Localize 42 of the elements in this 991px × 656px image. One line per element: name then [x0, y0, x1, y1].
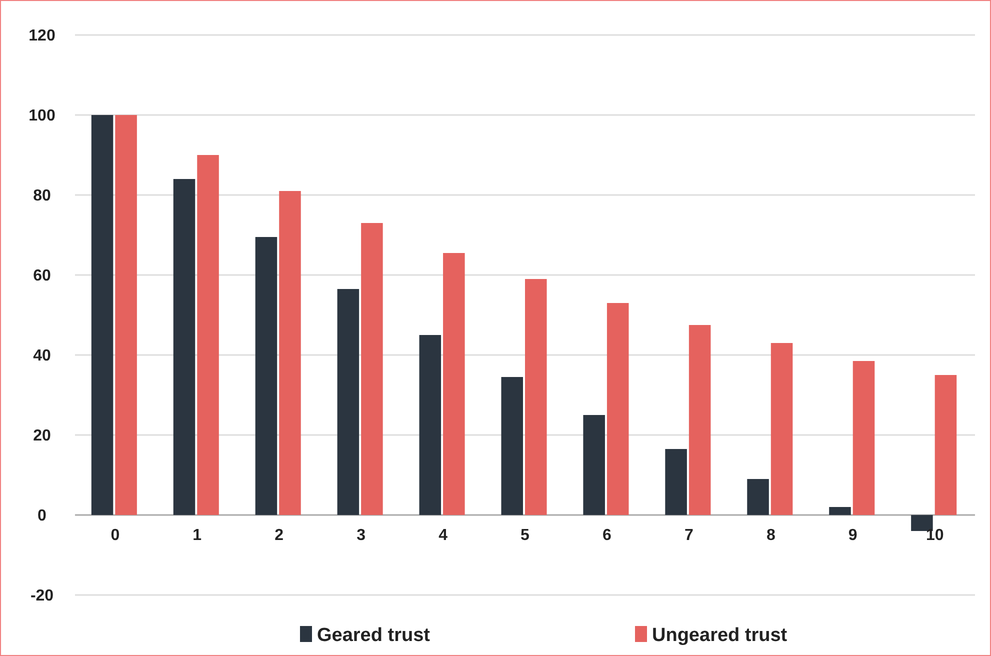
- bar: [197, 155, 219, 515]
- bar: [665, 449, 687, 515]
- y-tick-label: 100: [28, 108, 56, 125]
- bar: [525, 279, 547, 515]
- x-tick-label: 7: [684, 527, 694, 544]
- x-tick-label: 1: [192, 527, 202, 544]
- bar: [115, 115, 137, 515]
- x-tick-label: 5: [520, 527, 530, 544]
- bar: [501, 377, 523, 515]
- y-tick-label: 0: [38, 508, 47, 525]
- bar: [583, 415, 605, 515]
- x-tick-label: 3: [356, 527, 366, 544]
- y-tick-label: 80: [33, 188, 51, 205]
- x-tick-label: 6: [602, 527, 612, 544]
- bar: [852, 361, 875, 515]
- x-tick-label: 4: [438, 527, 448, 544]
- x-tick-label: 0: [110, 527, 120, 544]
- bar: [770, 343, 793, 515]
- bar: [91, 115, 114, 515]
- y-tick-label: -20: [30, 588, 54, 605]
- y-tick-label: 20: [33, 428, 51, 445]
- bar: [255, 237, 278, 515]
- bar: [419, 335, 442, 515]
- bar: [443, 253, 465, 515]
- x-tick-label: 9: [848, 527, 858, 544]
- y-tick-label: 120: [28, 28, 56, 45]
- bar: [747, 479, 769, 515]
- bar: [173, 179, 196, 515]
- bar: [688, 325, 711, 515]
- x-tick-label: 2: [274, 527, 284, 544]
- bar: [337, 289, 360, 515]
- legend-label: Geared trust: [317, 625, 431, 646]
- legend-label: Ungeared trust: [652, 625, 788, 646]
- bar: [279, 191, 301, 515]
- y-tick-label: 60: [33, 268, 51, 285]
- y-tick-label: 40: [33, 348, 51, 365]
- x-tick-label: 8: [766, 527, 776, 544]
- bar: [829, 507, 851, 515]
- bar: [606, 303, 629, 515]
- bar: [934, 375, 957, 515]
- bar: [361, 223, 383, 515]
- x-tick-label: 10: [926, 527, 944, 544]
